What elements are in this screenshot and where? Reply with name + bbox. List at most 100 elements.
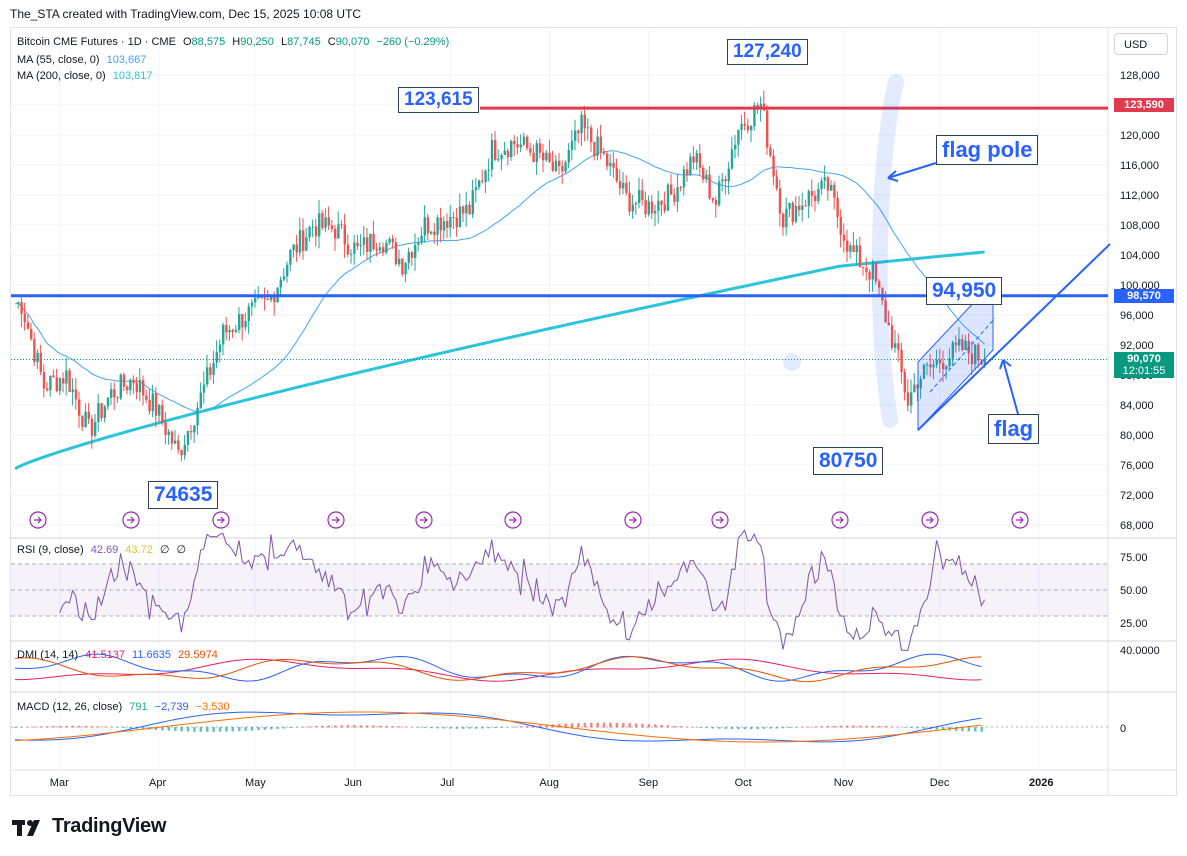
- macd-histogram-bar: [244, 727, 247, 731]
- macd-histogram-bar: [359, 725, 363, 728]
- candle-body: [702, 167, 705, 180]
- annotation-123615[interactable]: 123,615: [398, 87, 479, 113]
- macd-histogram-bar: [961, 727, 964, 732]
- candle-body: [919, 378, 922, 389]
- candle-body: [250, 302, 254, 307]
- symbol-label: Bitcoin CME Futures · 1D · CME: [17, 36, 176, 48]
- candle-body: [977, 344, 980, 361]
- candle-body: [362, 237, 366, 245]
- candle-body: [929, 364, 932, 368]
- di-minus-line: [14, 656, 982, 683]
- candle-body: [750, 126, 753, 131]
- candle-body: [535, 143, 538, 163]
- macd-histogram-bar: [129, 727, 132, 729]
- candle-body: [849, 245, 852, 252]
- candle-body: [663, 204, 666, 211]
- macd-histogram-bar: [775, 727, 779, 729]
- annotation-127240[interactable]: 127,240: [727, 39, 808, 65]
- candle-body: [474, 187, 478, 191]
- candle-body: [359, 244, 362, 247]
- candle-body: [740, 124, 743, 131]
- candle-body: [852, 245, 855, 253]
- ma200-legend[interactable]: MA (200, close, 0) 103,817: [17, 70, 156, 82]
- chart-frame: [10, 27, 1177, 796]
- bar-countdown: 12:01:55: [1122, 365, 1166, 377]
- candle-body: [167, 431, 170, 435]
- macd-histogram-bar: [788, 727, 791, 729]
- macd-histogram-bar: [526, 725, 529, 728]
- y-tick-label: 108,000: [1120, 220, 1160, 232]
- candle-body: [42, 372, 46, 389]
- macd-histogram-bar: [282, 727, 286, 729]
- candle-body: [558, 160, 561, 167]
- candle-body: [567, 150, 570, 163]
- candle-body: [55, 377, 58, 391]
- candle-body: [890, 325, 894, 348]
- candle-body: [910, 392, 913, 406]
- macd-histogram-bar: [58, 725, 62, 728]
- macd-histogram-bar: [718, 727, 721, 729]
- candle-body: [945, 366, 948, 370]
- candle-body: [388, 238, 391, 243]
- macd-histogram-bar: [436, 727, 439, 729]
- candle-body: [430, 231, 433, 234]
- dmi-legend[interactable]: DMI (14, 14) 41.5137 11.6635 29.5974: [17, 649, 222, 661]
- macd-hist-value: 791: [129, 701, 148, 713]
- annotation-80750[interactable]: 80750: [813, 447, 884, 475]
- macd-histogram-bar: [762, 727, 766, 729]
- event-marker-arrow: [716, 516, 724, 524]
- candle-body: [39, 352, 42, 373]
- candle-body: [442, 221, 446, 231]
- macd-histogram-bar: [954, 727, 958, 731]
- candle-body: [321, 213, 324, 228]
- rsi-legend[interactable]: RSI (9, close) 42.69 43.72 ∅ ∅: [17, 543, 190, 556]
- event-marker-arrow: [836, 516, 844, 524]
- support-price-tag: 98,570: [1114, 289, 1174, 303]
- candle-body: [791, 202, 794, 222]
- candle-body: [190, 430, 193, 433]
- candle-body: [436, 217, 439, 235]
- flag-midline: [929, 317, 996, 393]
- macd-histogram-bar: [186, 727, 190, 732]
- macd-histogram-bar: [116, 727, 119, 728]
- tradingview-logo[interactable]: TradingView: [12, 815, 166, 838]
- macd-histogram-bar: [826, 726, 830, 728]
- candle-body: [596, 136, 599, 156]
- candle-body: [689, 156, 692, 176]
- annotation-flag[interactable]: flag: [988, 414, 1040, 444]
- close-value: 90,070: [335, 36, 370, 48]
- candle-body: [222, 324, 225, 345]
- candle-body: [52, 375, 55, 378]
- macd-histogram-bar: [250, 727, 254, 731]
- candle-body: [734, 144, 737, 150]
- candle-body: [612, 162, 615, 168]
- currency-button[interactable]: USD: [1114, 33, 1168, 55]
- candle-body: [292, 244, 295, 251]
- candle-body: [87, 411, 90, 419]
- annotation-94950[interactable]: 94,950: [926, 277, 1003, 305]
- candle-body: [660, 200, 663, 205]
- annotation-74635[interactable]: 74635: [148, 481, 219, 509]
- candle-body: [913, 384, 916, 393]
- candle-body: [807, 191, 810, 206]
- ma55-legend[interactable]: MA (55, close, 0) 103,667: [17, 54, 150, 66]
- macd-legend[interactable]: MACD (12, 26, close) 791 −2,739 −3,530: [17, 701, 234, 713]
- annotation-flag-pole[interactable]: flag pole: [936, 135, 1039, 165]
- candle-body: [753, 105, 756, 127]
- event-marker-arrow: [217, 516, 225, 524]
- candle-body: [897, 343, 900, 350]
- candle-body: [506, 150, 510, 157]
- candle-body: [471, 190, 474, 215]
- candle-body: [551, 161, 554, 171]
- candle-body: [599, 136, 602, 152]
- macd-histogram-bar: [289, 727, 292, 729]
- candle-body: [618, 181, 622, 189]
- macd-histogram-bar: [647, 724, 651, 728]
- candle-body: [375, 249, 378, 251]
- candle-body: [871, 262, 874, 280]
- x-tick-label: Jun: [344, 777, 362, 789]
- flag-pole-arrowhead: [887, 170, 899, 182]
- candle-body: [279, 279, 282, 288]
- candle-body: [510, 140, 513, 157]
